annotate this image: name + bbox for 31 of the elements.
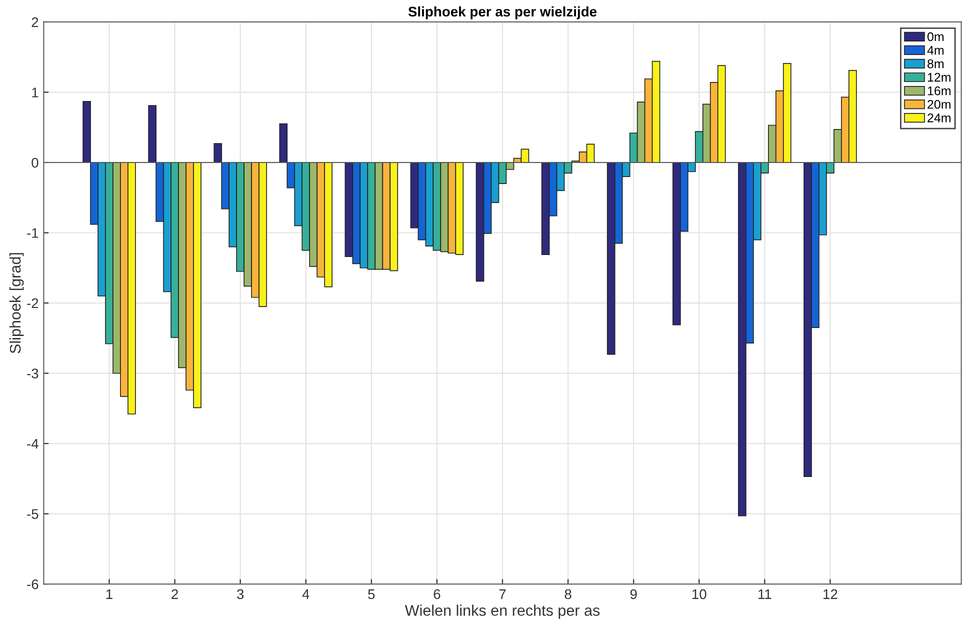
chart-title: Sliphoek per as per wielzijde: [408, 6, 597, 20]
x-tick-label: 12: [824, 589, 838, 599]
y-tick-label: -5: [27, 509, 38, 519]
y-tick-label: -1: [27, 228, 38, 238]
legend-label: 20m: [928, 100, 950, 109]
legend-label: 4m: [927, 46, 944, 55]
y-tick-label: -2: [27, 298, 38, 308]
x-axis-title: Wielen links en rechts per as: [404, 604, 600, 619]
legend-label: 0m: [927, 32, 944, 42]
legend-label: 12m: [928, 72, 950, 82]
x-tick-label: 4: [302, 589, 310, 599]
x-tick-label: 2: [172, 589, 178, 599]
y-tick-label: -3: [27, 368, 38, 378]
y-tick-label: 2: [32, 17, 38, 28]
legend-label: 24m: [928, 113, 950, 122]
x-tick-label: 5: [368, 589, 375, 600]
y-tick-label: -6: [27, 579, 38, 590]
x-tick-label: 10: [692, 589, 706, 600]
x-tick-label: 1: [106, 589, 112, 599]
x-tick-label: 7: [499, 589, 506, 599]
y-tick-label: 1: [32, 88, 38, 98]
x-tick-label: 6: [434, 589, 440, 600]
legend-label: 16m: [928, 86, 950, 96]
x-tick-label: 8: [564, 589, 572, 600]
y-tick-label: 0: [32, 158, 38, 168]
y-axis-title: Sliphoek [grad]: [9, 253, 24, 354]
x-tick-label: 11: [758, 589, 772, 599]
y-tick-label: -4: [27, 439, 38, 449]
legend-label: 8m: [928, 59, 944, 68]
x-tick-label: 3: [236, 589, 244, 600]
x-tick-label: 9: [630, 589, 637, 600]
